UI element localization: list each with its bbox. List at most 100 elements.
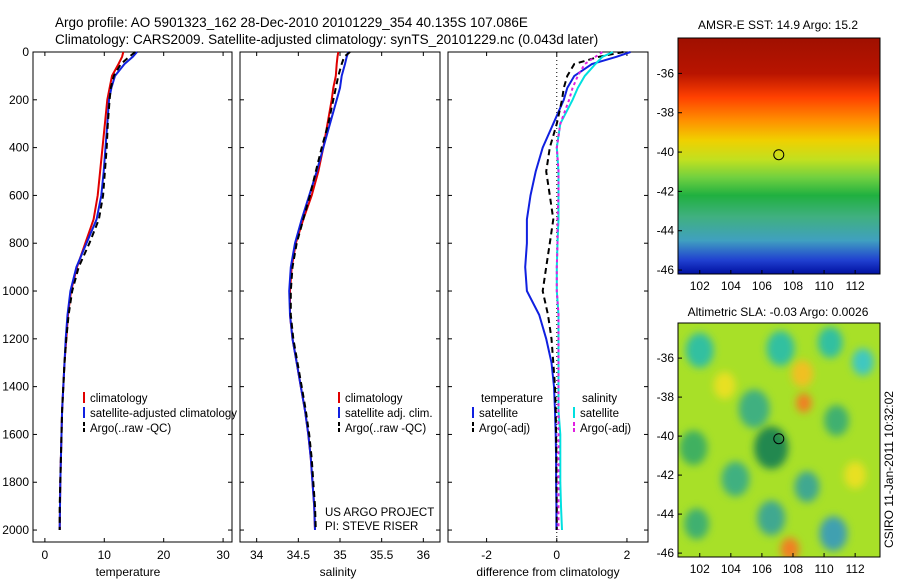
- y-tick-label: 1200: [2, 332, 29, 346]
- sst-field: [678, 38, 880, 274]
- y-tick-label: -36: [657, 66, 675, 80]
- difference-panel: -2 0 2 temperature satellite Argo(-adj) salini…: [447, 51, 649, 562]
- salinity-annotation-line-1: US ARGO PROJECT: [325, 507, 434, 519]
- legend-label: Argo(-adj): [580, 423, 631, 435]
- legend-label: satellite adj. clim.: [345, 408, 433, 420]
- header-line-1: Argo profile: AO 5901323_162 28-Dec-2010…: [55, 15, 528, 30]
- x-tick-label: 20: [157, 548, 171, 562]
- x-tick-label: 2: [624, 548, 631, 562]
- header-line-2: Climatology: CARS2009. Satellite-adjuste…: [55, 32, 598, 47]
- legend-label: Argo(-adj): [479, 423, 530, 435]
- plot-frame: [447, 51, 649, 543]
- x-tick-label: 0: [553, 548, 560, 562]
- sla-anomaly-blob: [844, 461, 867, 489]
- x-tick-label: 102: [690, 562, 710, 576]
- map-field: [678, 323, 880, 557]
- y-tick-label: -40: [657, 429, 675, 443]
- y-tick-label: 1400: [2, 380, 29, 394]
- x-tick-label: 108: [783, 279, 803, 293]
- sla-anomaly-blob: [852, 348, 874, 376]
- y-tick-label: 400: [9, 141, 29, 155]
- legend-group-title: temperature: [481, 393, 543, 405]
- legend-label: satellite-adjusted climatology: [90, 408, 237, 420]
- sla-anomaly-blob: [794, 471, 820, 503]
- sla-map-title: Altimetric SLA: -0.03 Argo: 0.0026: [688, 305, 869, 319]
- y-tick-label: -42: [657, 468, 675, 482]
- x-tick-label: 35: [333, 548, 347, 562]
- y-tick-label: 600: [9, 188, 29, 202]
- legend-label: climatology: [90, 393, 148, 405]
- sst-map-title: AMSR-E SST: 14.9 Argo: 15.2: [698, 18, 858, 32]
- x-tick-label: 106: [752, 279, 772, 293]
- y-tick-label: -38: [657, 106, 675, 120]
- x-tick-label: 106: [752, 562, 772, 576]
- series-line-argo-raw-qc-: [289, 51, 351, 531]
- x-tick-label: 110: [814, 562, 833, 576]
- y-tick-label: 800: [9, 236, 29, 250]
- x-tick-label: 112: [846, 562, 865, 576]
- x-tick-label: 110: [814, 279, 833, 293]
- x-tick-label: 34: [250, 548, 264, 562]
- sla-anomaly-blob: [684, 508, 710, 540]
- legend-label: Argo(..raw -QC): [345, 423, 426, 435]
- series-line-argo-raw-qc-: [58, 51, 136, 530]
- sla-anomaly-blob: [713, 371, 736, 399]
- y-tick-label: -36: [657, 351, 675, 365]
- map-frame: [677, 37, 881, 275]
- y-tick-label: -40: [657, 145, 675, 159]
- legend-label: climatology: [345, 393, 403, 405]
- x-tick-label: 30: [216, 548, 230, 562]
- sla-anomaly-blob: [738, 389, 770, 429]
- y-tick-label: -46: [657, 263, 675, 277]
- x-tick-label: 35.5: [370, 548, 394, 562]
- legend-group-title: salinity: [582, 393, 617, 405]
- y-tick-label: -44: [657, 224, 675, 238]
- y-tick-label: -38: [657, 390, 675, 404]
- temperature-axis-label: temperature: [96, 565, 161, 579]
- legend-label: satellite: [580, 408, 619, 420]
- plot-frame: [32, 51, 233, 543]
- series-line-satellite-adj-clim-: [288, 51, 350, 531]
- argo-location-marker: [773, 433, 785, 445]
- x-tick-label: 104: [721, 279, 741, 293]
- x-tick-label: 104: [721, 562, 741, 576]
- y-tick-label: 1600: [2, 427, 29, 441]
- y-tick-label: 200: [9, 93, 29, 107]
- sla-anomaly-blob: [817, 326, 843, 359]
- x-tick-label: 102: [690, 279, 710, 293]
- x-tick-label: 36: [417, 548, 431, 562]
- y-tick-label: 1800: [2, 475, 29, 489]
- salinity-panel: 34 34.5 35 35.5 36 climatology satellite adj. …: [239, 51, 441, 562]
- legend-label: Argo(..raw -QC): [90, 423, 171, 435]
- sla-anomaly-blob: [824, 404, 849, 437]
- sst-map-panel: 102 104 106 108 110 112 -36 -38 -40 -42 -44 -46: [657, 37, 881, 293]
- sla-anomaly-blob: [679, 430, 708, 466]
- y-tick-label: 0: [22, 45, 29, 59]
- y-tick-label: -46: [657, 546, 675, 560]
- sla-anomaly-blob: [791, 360, 814, 388]
- x-tick-label: -2: [481, 548, 492, 562]
- salinity-axis-label: salinity: [320, 565, 357, 579]
- y-tick-label: 2000: [2, 523, 29, 537]
- side-credit-text: CSIRO 11-Jan-2011 10:32:02: [882, 391, 896, 548]
- sla-map-panel: 102 104 106 108 110 112 -36 -38 -40 -42 -44 -46: [657, 322, 881, 576]
- sla-anomaly-blob: [819, 516, 848, 552]
- map-field: [678, 38, 880, 274]
- map-frame: [677, 322, 881, 558]
- sla-anomaly-blob: [721, 461, 750, 497]
- x-tick-label: 112: [846, 279, 865, 293]
- y-tick-label: -42: [657, 184, 675, 198]
- x-tick-label: 108: [783, 562, 803, 576]
- sla-anomaly-blob: [685, 332, 714, 368]
- x-tick-label: 0: [42, 548, 49, 562]
- sla-anomaly-blob: [754, 426, 789, 470]
- sla-anomaly-blob: [766, 330, 795, 366]
- sla-anomaly-blob: [780, 537, 800, 557]
- legend-label: satellite: [479, 408, 518, 420]
- y-tick-label: -44: [657, 507, 675, 521]
- series-line-temperature-argo-adj-: [541, 51, 624, 530]
- salinity-annotation-line-2: PI: STEVE RISER: [325, 521, 418, 533]
- difference-axis-label: difference from climatology: [476, 565, 619, 579]
- plot-frame: [239, 51, 441, 543]
